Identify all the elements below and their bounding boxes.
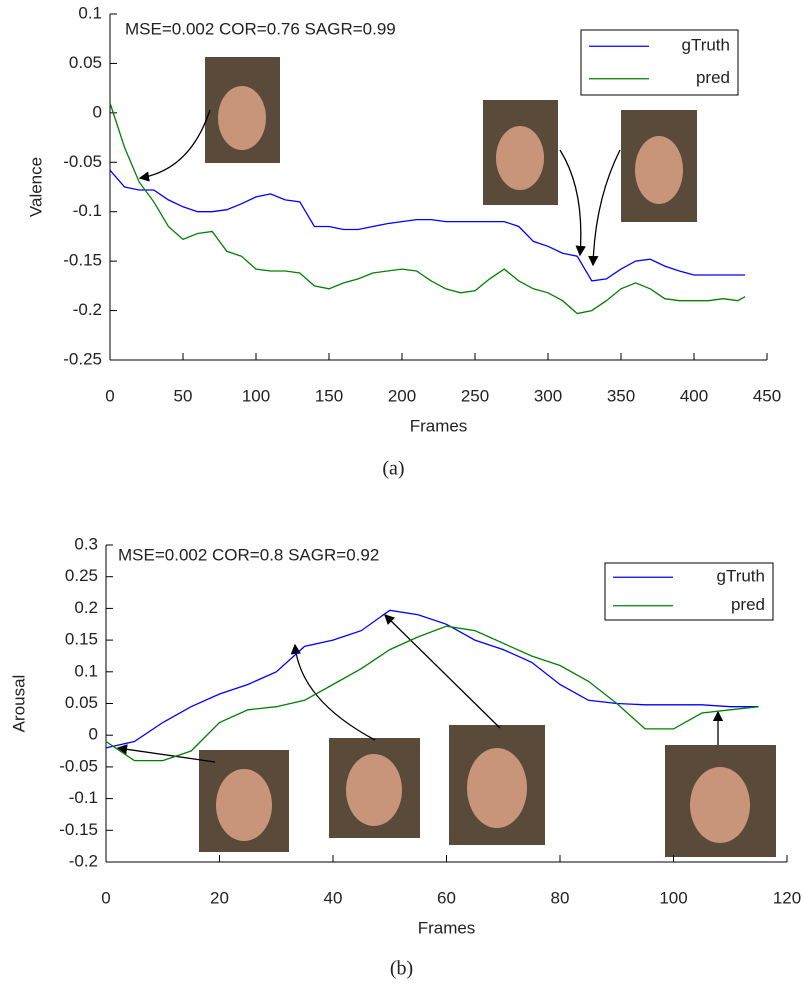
y-tick-label: -0.1	[69, 788, 98, 807]
x-tick-label: 0	[105, 386, 114, 405]
legend-box	[580, 29, 739, 96]
y-axis-label: Valence	[26, 157, 45, 217]
annotation: MSE=0.002 COR=0.76 SAGR=0.99	[125, 19, 396, 38]
x-tick-label: 450	[753, 386, 781, 405]
y-tick-label: 0.2	[74, 598, 98, 617]
x-tick-label: 120	[773, 888, 801, 907]
y-tick-label: 0.05	[65, 693, 98, 712]
annotation: MSE=0.002 COR=0.8 SAGR=0.92	[118, 545, 379, 564]
y-tick-label: -0.2	[73, 300, 102, 319]
legend-box	[604, 562, 774, 621]
x-axis-label: Frames	[410, 416, 468, 435]
y-tick-label: 0.1	[78, 3, 102, 22]
data-line	[105, 625, 759, 762]
y-tick-label: -0.1	[73, 201, 102, 220]
y-tick-label: 0.05	[69, 53, 102, 72]
x-tick-label: 50	[174, 386, 193, 405]
caption: (b)	[390, 958, 413, 980]
y-tick-label: 0	[89, 725, 98, 744]
y-axis-label: Arousal	[9, 675, 28, 733]
x-tick-label: 200	[388, 386, 416, 405]
data-line	[109, 102, 746, 315]
y-tick-label: -0.05	[63, 152, 102, 171]
arrows	[116, 109, 724, 763]
y-tick-label: -0.15	[63, 251, 102, 270]
x-tick-label: 100	[659, 888, 687, 907]
x-tick-label: 40	[324, 888, 343, 907]
x-tick-label: 250	[461, 386, 489, 405]
x-tick-label: 80	[551, 888, 570, 907]
x-tick-label: 300	[534, 386, 562, 405]
y-tick-label: 0.25	[65, 566, 98, 585]
legend-label: pred	[696, 68, 730, 87]
legend-label: gTruth	[716, 567, 765, 586]
x-tick-label: 60	[437, 888, 456, 907]
caption: (a)	[382, 458, 404, 480]
x-axis-label: Frames	[418, 918, 476, 937]
x-tick-label: 150	[315, 386, 343, 405]
y-tick-label: -0.25	[63, 349, 102, 368]
y-tick-label: -0.2	[69, 851, 98, 870]
y-tick-label: 0.1	[74, 661, 98, 680]
x-tick-label: 100	[242, 386, 270, 405]
data-line	[109, 169, 746, 282]
y-tick-label: 0.3	[74, 534, 98, 553]
face-images	[199, 57, 776, 857]
y-tick-label: -0.15	[59, 820, 98, 839]
x-tick-label: 20	[210, 888, 229, 907]
x-tick-label: 350	[607, 386, 635, 405]
y-tick-label: 0.15	[65, 630, 98, 649]
x-tick-label: 400	[680, 386, 708, 405]
data-line	[105, 609, 759, 749]
y-tick-label: -0.05	[59, 756, 98, 775]
legend-label: pred	[731, 595, 765, 614]
y-tick-label: 0	[93, 102, 102, 121]
x-tick-label: 0	[101, 888, 110, 907]
legend-label: gTruth	[681, 36, 730, 55]
